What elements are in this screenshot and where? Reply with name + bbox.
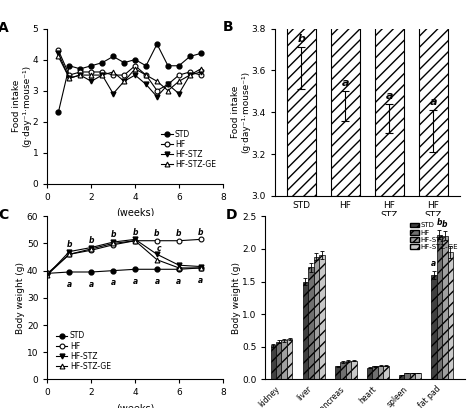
Text: a: a: [386, 91, 393, 101]
Text: b: b: [176, 229, 182, 238]
Bar: [287, 339, 292, 379]
Bar: [383, 366, 389, 379]
Bar: [373, 366, 378, 379]
Bar: [399, 375, 404, 379]
Text: D: D: [226, 208, 237, 222]
Bar: [319, 255, 325, 379]
Text: a: a: [155, 277, 160, 286]
Text: C: C: [0, 208, 9, 222]
Y-axis label: Body weight (g): Body weight (g): [17, 262, 26, 334]
Bar: [415, 373, 421, 379]
Text: c: c: [157, 244, 162, 253]
Text: a: a: [429, 97, 437, 107]
Bar: [340, 362, 346, 379]
Text: b: b: [110, 231, 116, 239]
Legend: STD, HF, HF-STZ, HF-STZ-GE: STD, HF, HF-STZ, HF-STZ-GE: [53, 328, 114, 374]
Text: b: b: [437, 218, 442, 227]
Legend: STD, HF, HF-STZ, HF-STZ-GE: STD, HF, HF-STZ, HF-STZ-GE: [408, 220, 461, 253]
Text: a: a: [198, 275, 203, 284]
Bar: [367, 368, 373, 379]
Text: b: b: [442, 220, 447, 228]
Text: b: b: [297, 34, 305, 44]
Y-axis label: Body weight (g): Body weight (g): [232, 262, 241, 334]
Bar: [335, 366, 340, 379]
Bar: [431, 275, 437, 379]
Text: a: a: [67, 279, 72, 288]
Text: a: a: [110, 278, 116, 287]
Bar: [282, 340, 287, 379]
Bar: [442, 236, 447, 379]
Text: B: B: [223, 20, 234, 34]
X-axis label: (weeks): (weeks): [116, 207, 154, 217]
Text: a: a: [133, 277, 137, 286]
Bar: [308, 267, 314, 379]
Text: a: a: [89, 279, 94, 288]
Bar: [271, 346, 276, 379]
Text: b: b: [132, 228, 138, 237]
Y-axis label: Food intake
(g·day⁻¹·mouse⁻¹): Food intake (g·day⁻¹·mouse⁻¹): [12, 65, 31, 147]
Text: b: b: [154, 229, 160, 238]
Bar: [410, 373, 415, 379]
Y-axis label: Food intake
(g·day⁻¹·mouse⁻¹): Food intake (g·day⁻¹·mouse⁻¹): [231, 71, 250, 153]
Bar: [447, 252, 453, 379]
Text: a: a: [431, 259, 437, 268]
Bar: [437, 235, 442, 379]
Bar: [287, 0, 316, 196]
Bar: [419, 0, 447, 196]
Text: a: a: [176, 277, 182, 286]
Text: b: b: [89, 236, 94, 245]
Text: b: b: [66, 240, 72, 249]
Text: b: b: [198, 228, 204, 237]
Bar: [346, 361, 351, 379]
Bar: [404, 373, 410, 379]
Bar: [276, 341, 282, 379]
Bar: [375, 0, 404, 196]
Legend: STD, HF, HF-STZ, HF-STZ-GE: STD, HF, HF-STZ, HF-STZ-GE: [158, 126, 219, 172]
Bar: [331, 0, 360, 196]
Bar: [378, 366, 383, 379]
X-axis label: (weeks): (weeks): [116, 403, 154, 408]
Bar: [351, 361, 356, 379]
Text: a: a: [342, 78, 349, 88]
Text: A: A: [0, 21, 9, 35]
Bar: [303, 282, 308, 379]
Bar: [314, 257, 319, 379]
